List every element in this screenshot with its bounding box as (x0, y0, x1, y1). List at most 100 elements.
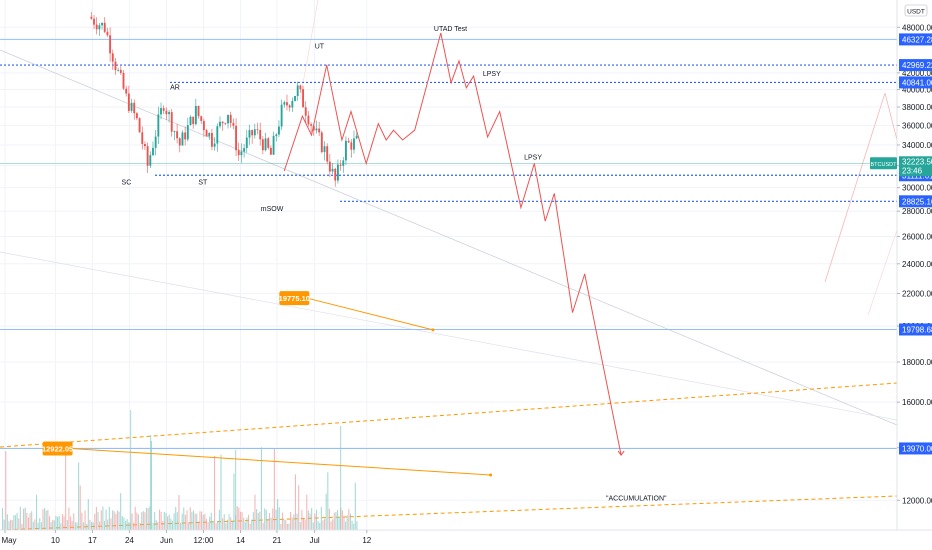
candle-body[interactable] (275, 134, 278, 136)
candle-body[interactable] (127, 93, 130, 111)
candle-body[interactable] (264, 138, 267, 151)
candle-body[interactable] (294, 95, 296, 101)
candle-body[interactable] (117, 69, 120, 71)
candle-body[interactable] (95, 24, 98, 30)
candle-body[interactable] (334, 168, 337, 181)
candle-body[interactable] (296, 85, 299, 96)
candle-body[interactable] (323, 146, 326, 153)
time-axis[interactable]: May 10 17 24 Jun 12:00 14 21 Jul 12 (0, 529, 932, 550)
candle-body[interactable] (111, 53, 114, 62)
candle-body[interactable] (184, 132, 187, 140)
candle-body[interactable] (138, 118, 141, 133)
candle-body[interactable] (125, 88, 128, 94)
candle-body[interactable] (272, 135, 275, 155)
candle-body[interactable] (331, 168, 334, 172)
candle-body[interactable] (342, 160, 345, 166)
candle-body[interactable] (154, 136, 157, 148)
candle-body[interactable] (278, 126, 280, 135)
candle-body[interactable] (336, 164, 339, 181)
candle-body[interactable] (326, 146, 329, 162)
candle-body[interactable] (350, 142, 353, 150)
candle-body[interactable] (310, 124, 313, 126)
candle-body[interactable] (103, 22, 106, 32)
candle-body[interactable] (165, 110, 168, 115)
candle-body[interactable] (101, 22, 103, 26)
candle-body[interactable] (119, 69, 122, 73)
candle-body[interactable] (114, 61, 117, 71)
candle-body[interactable] (288, 105, 291, 108)
candle-body[interactable] (243, 148, 246, 152)
candle-body[interactable] (355, 135, 358, 139)
candle-body[interactable] (259, 130, 262, 140)
candle-body[interactable] (267, 138, 270, 148)
candle-body[interactable] (98, 25, 101, 30)
candle-body[interactable] (304, 107, 307, 116)
candle-body[interactable] (353, 138, 355, 150)
candle-body[interactable] (192, 116, 195, 125)
candle-body[interactable] (186, 125, 189, 140)
candle-body[interactable] (229, 114, 232, 123)
candle-body[interactable] (219, 121, 221, 127)
candle-body[interactable] (345, 140, 347, 161)
candle-body[interactable] (280, 104, 283, 127)
candle-body[interactable] (149, 155, 152, 166)
candle-body[interactable] (235, 125, 237, 151)
candle-body[interactable] (253, 129, 256, 136)
candle-body[interactable] (194, 105, 197, 125)
candle-body[interactable] (302, 89, 304, 108)
candle-body[interactable] (160, 108, 162, 115)
candle-body[interactable] (197, 105, 200, 117)
candle-body[interactable] (130, 102, 133, 111)
candle-body[interactable] (152, 147, 154, 156)
candle-body[interactable] (312, 125, 315, 131)
candle-body[interactable] (248, 130, 251, 138)
candle-body[interactable] (240, 151, 243, 156)
candle-body[interactable] (162, 108, 165, 111)
candle-body[interactable] (170, 112, 173, 132)
candle-body[interactable] (189, 116, 192, 126)
candle-body[interactable] (221, 121, 224, 124)
candle-body[interactable] (216, 126, 219, 144)
candle-body[interactable] (256, 129, 259, 131)
candle-body[interactable] (232, 122, 235, 126)
candle-body[interactable] (213, 143, 216, 147)
candle-body[interactable] (320, 132, 323, 153)
candle-body[interactable] (318, 128, 321, 133)
candle-body[interactable] (269, 147, 272, 155)
candle-body[interactable] (283, 102, 286, 105)
currency-badge[interactable] (904, 4, 928, 17)
candle-body[interactable] (307, 115, 310, 125)
candle-body[interactable] (141, 132, 144, 144)
candle-body[interactable] (157, 114, 160, 137)
candle-body[interactable] (144, 143, 146, 147)
candle-body[interactable] (261, 139, 264, 151)
candle-body[interactable] (299, 85, 302, 90)
candle-body[interactable] (211, 132, 213, 147)
candle-body[interactable] (286, 102, 288, 106)
candle-body[interactable] (328, 161, 331, 172)
candle-body[interactable] (176, 131, 179, 139)
candle-body[interactable] (133, 102, 136, 114)
candle-body[interactable] (181, 132, 184, 146)
candle-body[interactable] (208, 132, 211, 137)
candle-body[interactable] (135, 113, 138, 119)
candle-body[interactable] (251, 130, 254, 136)
candle-body[interactable] (93, 18, 95, 25)
price-axis[interactable]: 12000.0014000.0016000.0018000.0020000.00… (870, 0, 932, 530)
candle-body[interactable] (122, 72, 125, 89)
candle-body[interactable] (106, 31, 109, 36)
candle-body[interactable] (146, 146, 149, 166)
candle-body[interactable] (90, 16, 93, 19)
candle-body[interactable] (224, 123, 227, 124)
candle-body[interactable] (205, 130, 208, 137)
candle-body[interactable] (245, 137, 248, 149)
candles[interactable] (90, 12, 358, 187)
candle-body[interactable] (227, 114, 229, 124)
candle-body[interactable] (339, 164, 342, 166)
candle-body[interactable] (173, 131, 176, 133)
candle-body[interactable] (178, 138, 181, 146)
candle-body[interactable] (168, 112, 170, 115)
candle-body[interactable] (109, 35, 112, 54)
candle-body[interactable] (200, 116, 203, 121)
